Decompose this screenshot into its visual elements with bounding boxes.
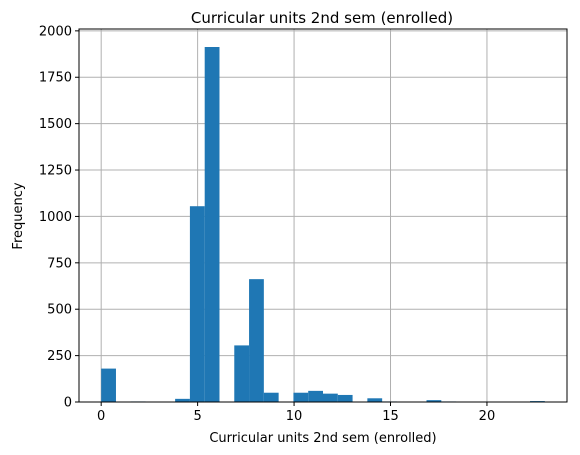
grid-lines xyxy=(79,29,567,403)
plot-background xyxy=(79,29,567,402)
y-tick-label-7: 1750 xyxy=(39,71,72,86)
chart-title: Curricular units 2nd sem (enrolled) xyxy=(191,9,453,27)
y-axis-label: Frequency xyxy=(11,182,26,249)
x-tick-label-0: 0 xyxy=(97,409,105,424)
histogram-bar-10 xyxy=(249,279,264,402)
y-tick-label-6: 1500 xyxy=(39,117,72,132)
histogram-bar-0 xyxy=(101,368,116,402)
histogram-bar-7 xyxy=(204,47,220,403)
histogram-bar-13 xyxy=(293,392,309,402)
x-tick-label-3: 15 xyxy=(382,409,399,424)
x-tick-label-1: 5 xyxy=(193,409,201,424)
x-axis-label: Curricular units 2nd sem (enrolled) xyxy=(209,431,436,446)
y-tick-label-1: 250 xyxy=(47,349,72,364)
y-tick-label-0: 0 xyxy=(64,396,72,411)
y-tick-label-3: 750 xyxy=(47,256,72,271)
plot-area xyxy=(78,28,568,403)
y-tick-label-8: 2000 xyxy=(39,24,72,39)
histogram-bar-6 xyxy=(189,206,205,402)
y-tick-label-5: 1250 xyxy=(39,164,72,179)
y-tick-label-2: 500 xyxy=(47,303,72,318)
histogram-bar-22 xyxy=(426,400,442,402)
plot-frame xyxy=(78,28,568,403)
x-tick-label-2: 10 xyxy=(286,409,303,424)
histogram-bar-15 xyxy=(323,393,338,402)
histogram-bar-11 xyxy=(263,392,279,402)
histogram-bars xyxy=(101,47,545,403)
y-tick-label-4: 1000 xyxy=(39,210,72,225)
histogram-bar-16 xyxy=(337,394,353,402)
y-axis-ticks: 0 250 500 750 1000 1250 1500 1750 2000 xyxy=(39,24,79,411)
histogram-bar-14 xyxy=(308,390,323,402)
x-tick-label-4: 20 xyxy=(479,409,496,424)
histogram-bar-18 xyxy=(367,398,383,402)
histogram-bar-9 xyxy=(234,345,250,402)
histogram-bar-5 xyxy=(175,398,190,402)
x-axis-ticks: 0 5 10 15 20 xyxy=(97,402,495,424)
